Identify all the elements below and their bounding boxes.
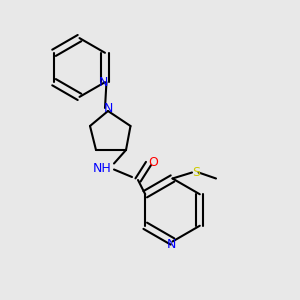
Text: N: N <box>103 101 113 115</box>
Text: N: N <box>99 76 108 89</box>
Text: S: S <box>193 166 200 179</box>
Text: O: O <box>148 155 158 169</box>
Text: N: N <box>166 238 176 251</box>
Text: NH: NH <box>93 161 111 175</box>
